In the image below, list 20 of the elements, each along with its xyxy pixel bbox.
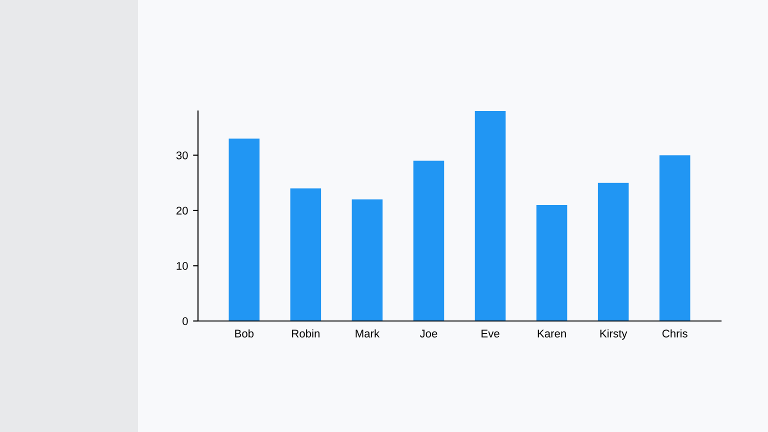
bar bbox=[413, 160, 444, 321]
bar bbox=[228, 138, 260, 321]
x-tick-label: Kirsty bbox=[600, 329, 628, 340]
x-tick-label: Karen bbox=[538, 330, 566, 338]
x-tick-label: Bob bbox=[235, 329, 254, 338]
bar bbox=[598, 182, 629, 321]
x-tick-label: Mark bbox=[356, 329, 380, 338]
bar bbox=[659, 155, 690, 321]
y-tick-label: 30 bbox=[176, 151, 188, 160]
x-tick-label: Eve bbox=[482, 330, 500, 338]
bar bbox=[536, 204, 568, 321]
y-tick-label: 10 bbox=[176, 262, 188, 270]
x-tick-label: Robin bbox=[292, 329, 320, 338]
bar bbox=[352, 199, 383, 321]
y-tick-label: 20 bbox=[176, 206, 188, 215]
bar bbox=[474, 111, 506, 321]
bar bbox=[290, 188, 322, 321]
x-tick-label: Chris bbox=[662, 329, 688, 338]
y-tick-label: 0 bbox=[182, 317, 188, 326]
x-tick-label: Joe bbox=[420, 330, 438, 338]
